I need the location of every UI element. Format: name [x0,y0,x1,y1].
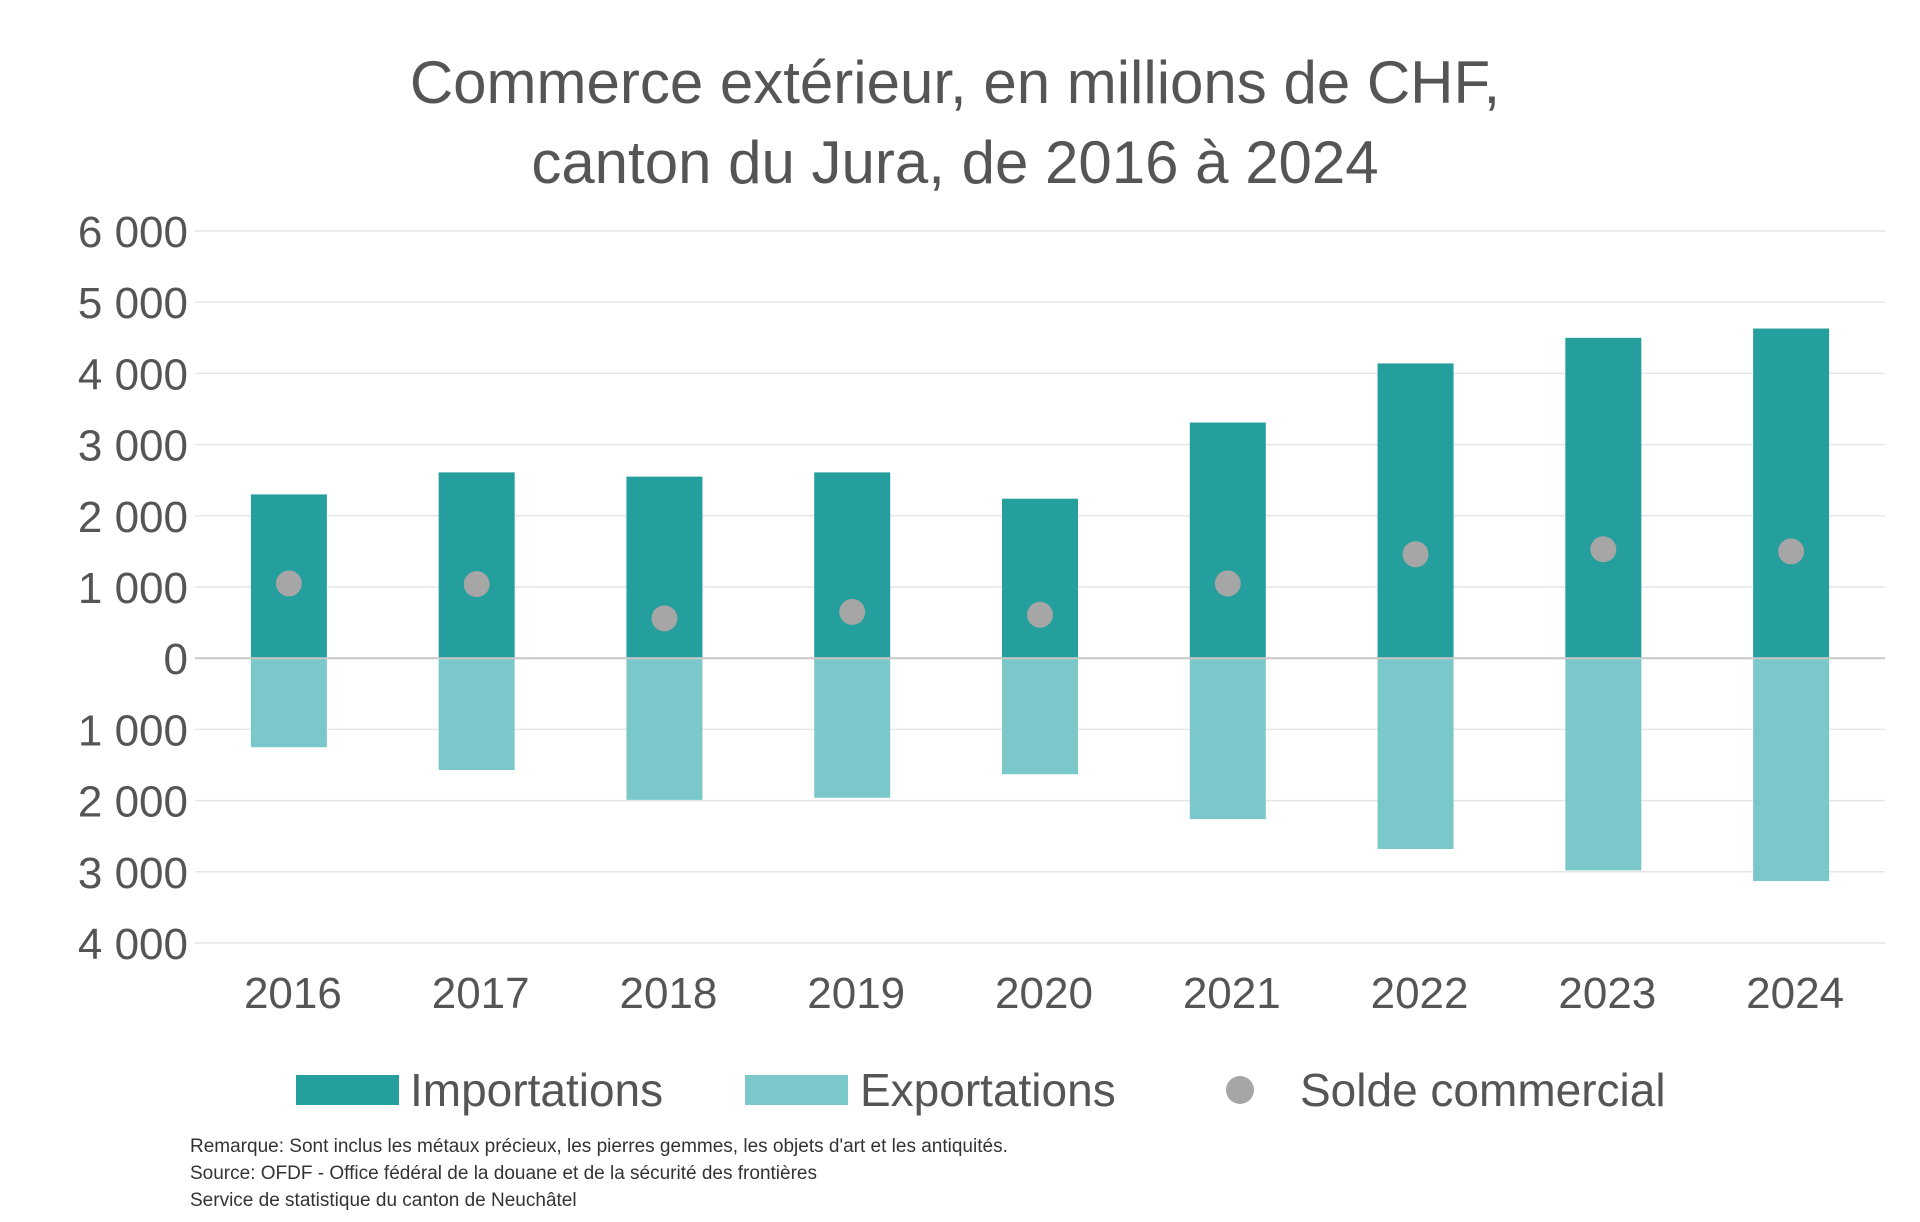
import-bar-2023 [1565,337,1642,659]
import-bar-2022 [1377,363,1454,659]
export-bar-2016 [250,658,327,748]
balance-points [275,536,1805,632]
y-tick-label: 1 000 [78,564,188,613]
x-tick-label: 2020 [995,969,1093,1018]
balance-point-2023 [1590,536,1617,563]
export-bar-2017 [438,658,515,770]
x-tick-label: 2017 [432,969,530,1018]
y-tick-label: 1 000 [78,706,188,755]
chart-notes: Remarque: Sont inclus les métaux précieu… [190,1133,1008,1214]
balance-point-2018 [651,605,678,632]
y-tick-label: 3 000 [78,849,188,898]
y-tick-label: 6 000 [78,208,188,257]
export-bar-2024 [1753,658,1830,882]
y-tick-label: 2 000 [78,778,188,827]
bars [250,328,1830,882]
export-bar-2019 [814,658,891,798]
balance-point-2016 [275,570,302,597]
x-tick-label: 2022 [1371,969,1469,1018]
export-bar-2022 [1377,658,1454,850]
export-bar-2021 [1189,658,1266,820]
x-tick-label: 2024 [1746,969,1844,1018]
legend-swatch-0 [296,1075,399,1105]
y-tick-label: 5 000 [78,279,188,328]
legend-label-0: Importations [410,1064,663,1116]
balance-point-2019 [839,598,866,625]
chart-title-line-2: canton du Jura, de 2016 à 2024 [531,129,1378,196]
balance-point-2021 [1214,570,1241,597]
x-tick-label: 2019 [807,969,905,1018]
balance-point-2017 [463,571,490,598]
import-bar-2017 [438,472,515,659]
import-bar-2019 [814,472,891,659]
balance-point-2022 [1402,541,1429,568]
y-tick-label: 4 000 [78,350,188,399]
import-bar-2024 [1753,328,1830,659]
legend-label-2: Solde commercial [1300,1064,1666,1116]
y-tick-label: 3 000 [78,422,188,471]
legend-label-1: Exportations [860,1064,1116,1116]
x-tick-label: 2016 [244,969,342,1018]
x-axis-labels: 2016 2017 2018 2019 2020 2021 2022 2023 2024 [244,969,1844,1018]
x-tick-label: 2023 [1558,969,1656,1018]
legend-swatch-1 [745,1075,848,1105]
source-note: Source: OFDF - Office fédéral de la doua… [190,1163,817,1184]
export-bar-2018 [626,658,703,800]
x-tick-label: 2018 [619,969,717,1018]
y-tick-label: 2 000 [78,493,188,542]
y-tick-label: 4 000 [78,920,188,969]
balance-point-2024 [1778,538,1805,565]
legend-swatch-2 [1226,1076,1254,1104]
y-axis-labels: 6 000 5 000 4 000 3 000 2 000 1 000 0 1 000 2 00… [78,208,188,969]
legend: Importations Exportations Solde commercial [296,1064,1666,1116]
remark-note: Remarque: Sont inclus les métaux précieu… [190,1136,1008,1157]
import-bar-2021 [1189,422,1266,659]
producer-note: Service de statistique du canton de Neuc… [190,1190,577,1211]
import-bar-2020 [1002,498,1078,659]
export-bar-2023 [1565,658,1642,871]
y-tick-label: 0 [164,635,188,684]
balance-point-2020 [1027,601,1053,628]
x-tick-label: 2021 [1183,969,1281,1018]
export-bar-2020 [1002,658,1078,775]
chart-title-line-1: Commerce extérieur, en millions de CHF, [410,49,1500,116]
